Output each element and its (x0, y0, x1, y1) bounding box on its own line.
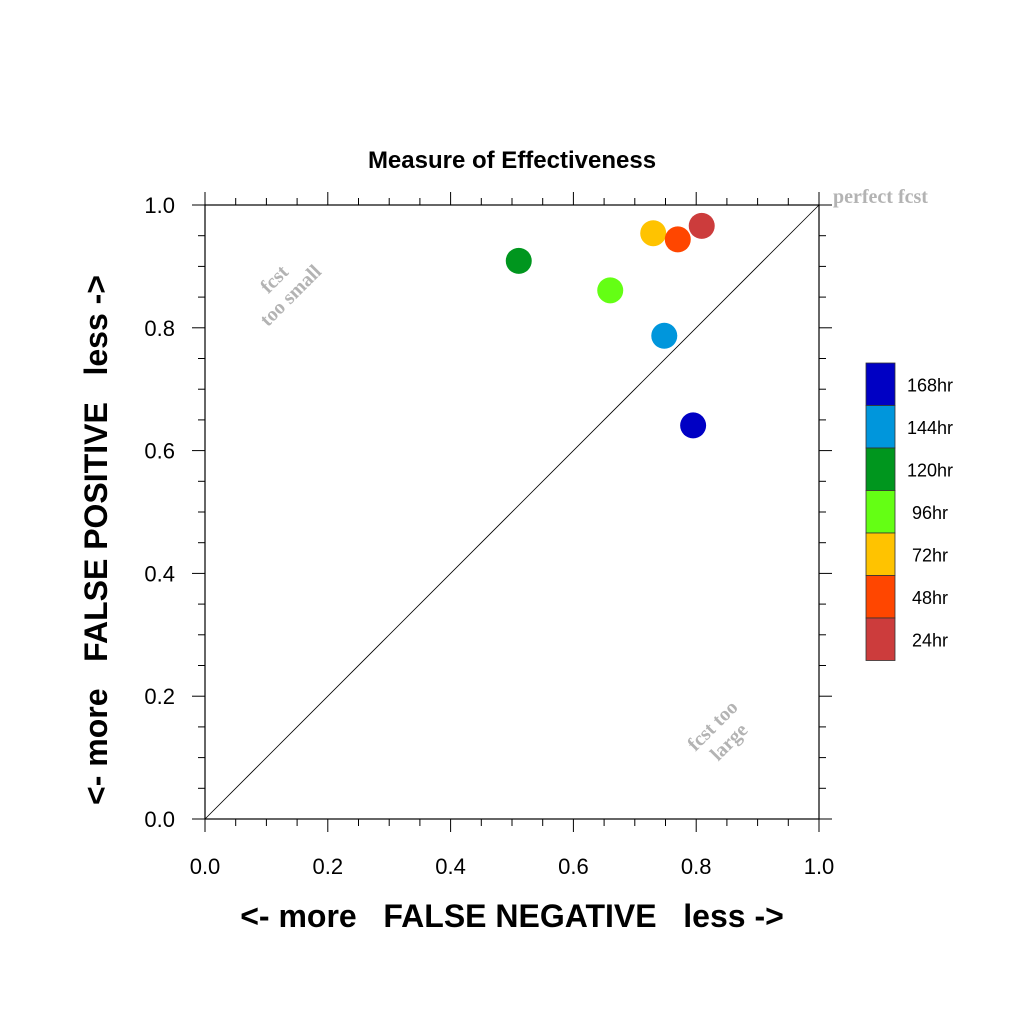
x-tick-label: 0.2 (313, 854, 344, 879)
data-point-48hr (664, 226, 691, 253)
legend-label-168hr: 168hr (907, 375, 953, 395)
legend-swatch-120hr (865, 447, 896, 491)
x-tick-labels: 0.0 0.2 0.4 0.6 0.8 1.0 (190, 854, 835, 879)
legend-swatch-168hr (865, 362, 896, 406)
legend-swatch-24hr (865, 617, 896, 661)
y-tick-label: 0.0 (144, 807, 175, 832)
annotation-perfect-forecast: perfect fcst (833, 186, 928, 208)
x-tick-label: 0.0 (190, 854, 221, 879)
x-tick-label: 1.0 (804, 854, 835, 879)
axis-ticks (192, 192, 832, 832)
data-point-144hr (651, 322, 678, 349)
legend-swatch-144hr (865, 405, 896, 449)
data-point-72hr (640, 220, 667, 247)
data-point-24hr (688, 212, 715, 239)
x-tick-label: 0.6 (558, 854, 589, 879)
y-tick-label: 0.8 (144, 316, 175, 341)
x-tick-label: 0.8 (681, 854, 712, 879)
y-tick-label: 0.4 (144, 561, 175, 586)
y-axis-label: <- more FALSE POSITIVE less -> (78, 275, 114, 805)
perfect-forecast-diagonal (204, 204, 820, 820)
y-tick-label: 0.2 (144, 684, 175, 709)
y-tick-labels: 0.0 0.2 0.4 0.6 0.8 1.0 (144, 193, 175, 832)
x-tick-label: 0.4 (435, 854, 466, 879)
data-point-96hr (597, 277, 624, 304)
data-points (505, 212, 715, 439)
y-tick-label: 1.0 (144, 193, 175, 218)
legend: 168hr 144hr 120hr 96hr 72hr 48hr 24hr (865, 362, 953, 661)
data-point-168hr (680, 412, 707, 439)
annotation-fcst-too-large: fcst too large (683, 696, 752, 765)
legend-label-48hr: 48hr (912, 588, 948, 608)
legend-label-96hr: 96hr (912, 503, 948, 523)
legend-swatch-96hr (865, 490, 896, 534)
data-point-120hr (505, 247, 532, 274)
chart-title: Measure of Effectiveness (368, 147, 656, 174)
legend-label-144hr: 144hr (907, 418, 953, 438)
x-axis-label: <- more FALSE NEGATIVE less -> (240, 898, 784, 934)
annotation-fcst-too-small: fcst too small (256, 260, 326, 330)
legend-label-24hr: 24hr (912, 630, 948, 650)
legend-label-120hr: 120hr (907, 460, 953, 480)
legend-label-72hr: 72hr (912, 545, 948, 565)
legend-swatch-72hr (865, 532, 896, 576)
legend-swatch-48hr (865, 575, 896, 619)
y-tick-label: 0.6 (144, 439, 175, 464)
